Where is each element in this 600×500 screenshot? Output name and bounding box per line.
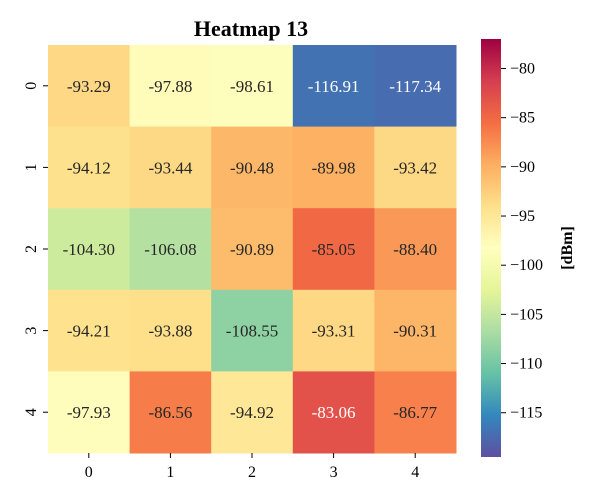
heatmap-cell (48, 45, 131, 128)
colorbar (481, 39, 501, 457)
heatmap-cell (292, 208, 375, 291)
heatmap-cell (374, 371, 457, 454)
cell-value-label: -89.98 (312, 158, 356, 177)
heatmap-cell (48, 208, 131, 291)
cell-value-label: -90.48 (230, 158, 274, 177)
colorbar-tick-label: −100 (510, 257, 543, 274)
x-tick-label: 0 (85, 464, 93, 481)
heatmap-cell (292, 126, 375, 209)
heatmap-cells: -93.29 -97.88 -98.61 -116.91 -117.34 -94.12 -9… (48, 45, 457, 454)
cell-value-label: -94.21 (67, 322, 111, 341)
x-axis: 0 1 2 3 4 (85, 453, 419, 481)
colorbar-tick-label: −85 (510, 110, 535, 127)
heatmap-cell (292, 371, 375, 454)
y-tick-label: 4 (23, 408, 40, 416)
heatmap-cell (129, 371, 212, 454)
heatmap-cell (48, 126, 131, 209)
colorbar-tick-label: −105 (510, 306, 543, 323)
cell-value-label: -97.88 (148, 77, 192, 96)
heatmap-cell (374, 289, 457, 372)
heatmap-cell (129, 45, 212, 128)
cell-value-label: -94.92 (230, 403, 274, 422)
cell-value-label: -93.88 (148, 322, 192, 341)
cell-value-label: -93.29 (67, 77, 111, 96)
cell-value-label: -85.05 (312, 240, 356, 259)
x-tick-label: 3 (330, 464, 338, 481)
cell-value-label: -98.61 (230, 77, 274, 96)
y-axis: 0 1 2 3 4 (23, 82, 48, 416)
heatmap-cell (211, 208, 294, 291)
x-tick-label: 1 (166, 464, 174, 481)
heatmap-cell (48, 289, 131, 372)
x-tick-label: 4 (411, 464, 419, 481)
colorbar-tick-label: −115 (510, 405, 542, 422)
heatmap-cell (129, 126, 212, 209)
cell-value-label: -90.31 (393, 322, 437, 341)
colorbar-tick-label: −110 (510, 356, 542, 373)
heatmap-cell (211, 371, 294, 454)
cell-value-label: -94.12 (67, 158, 111, 177)
heatmap-cell (292, 45, 375, 128)
cell-value-label: -108.55 (226, 322, 278, 341)
cell-value-label: -97.93 (67, 403, 111, 422)
cell-value-label: -106.08 (144, 240, 196, 259)
cell-value-label: -83.06 (312, 403, 356, 422)
cell-value-label: -116.91 (308, 77, 360, 96)
heatmap-cell (374, 208, 457, 291)
cell-value-label: -86.77 (393, 403, 437, 422)
cell-value-label: -90.89 (230, 240, 274, 259)
colorbar-ticks: −80 −85 −90 −95 −100 −105 −110 −115 (501, 61, 543, 422)
y-tick-label: 2 (23, 245, 40, 253)
heatmap-cell (211, 289, 294, 372)
cell-value-label: -117.34 (389, 77, 441, 96)
cell-value-label: -93.31 (312, 322, 356, 341)
heatmap-cell (48, 371, 131, 454)
heatmap-cell (129, 208, 212, 291)
colorbar-tick-label: −95 (510, 208, 535, 225)
cell-value-label: -93.44 (148, 158, 192, 177)
cell-value-label: -88.40 (393, 240, 437, 259)
x-tick-label: 2 (248, 464, 256, 481)
heatmap-cell (374, 45, 457, 128)
heatmap-cell (211, 126, 294, 209)
cell-value-label: -93.42 (393, 158, 437, 177)
cell-value-label: -104.30 (63, 240, 115, 259)
y-tick-label: 1 (23, 163, 40, 171)
heatmap-cell (129, 289, 212, 372)
y-tick-label: 0 (23, 82, 40, 90)
colorbar-tick-label: −90 (510, 159, 535, 176)
chart-title: Heatmap 13 (194, 16, 308, 41)
colorbar-tick-label: −80 (510, 61, 535, 78)
heatmap-cell (292, 289, 375, 372)
cell-value-label: -86.56 (148, 403, 192, 422)
y-tick-label: 3 (23, 327, 40, 335)
heatmap-cell (211, 45, 294, 128)
heatmap-cell (374, 126, 457, 209)
colorbar-label: [dBm] (559, 226, 576, 270)
